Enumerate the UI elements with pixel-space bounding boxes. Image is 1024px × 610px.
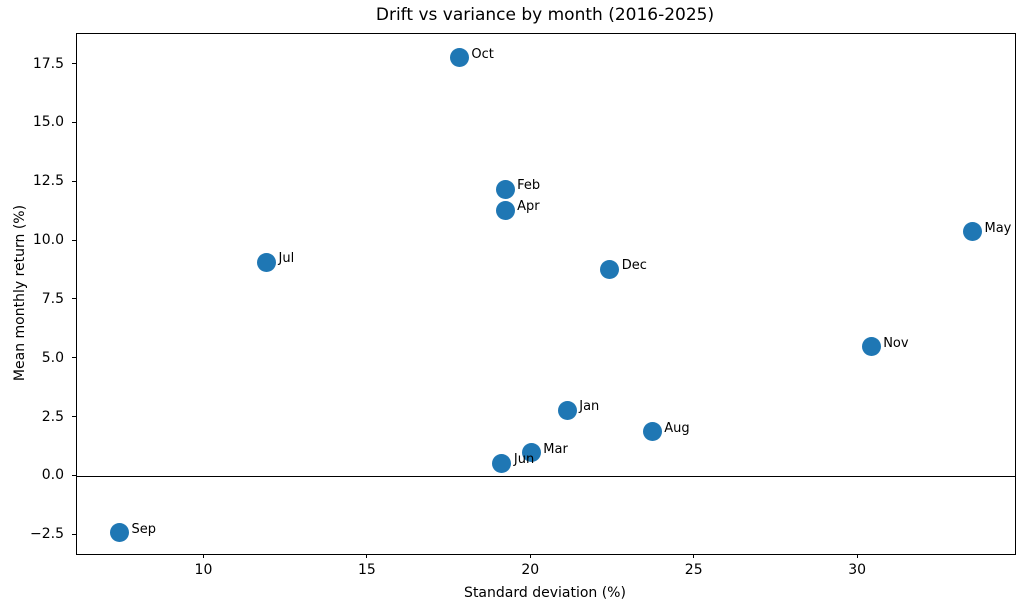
x-tick-mark bbox=[202, 554, 204, 558]
data-point-label-oct: Oct bbox=[471, 46, 494, 62]
y-tick-label: 0.0 bbox=[41, 467, 64, 484]
data-point-label-jul: Jul bbox=[278, 251, 295, 267]
data-point-feb bbox=[495, 179, 515, 199]
data-point-apr bbox=[495, 200, 515, 220]
data-point-jan bbox=[557, 400, 577, 420]
y-tick-mark bbox=[72, 180, 76, 182]
y-tick-mark bbox=[72, 533, 76, 535]
y-tick-mark bbox=[72, 357, 76, 359]
data-point-label-aug: Aug bbox=[664, 420, 690, 436]
data-point-nov bbox=[861, 337, 881, 357]
y-tick-mark bbox=[72, 416, 76, 418]
y-tick-mark bbox=[72, 474, 76, 476]
data-point-label-mar: Mar bbox=[543, 441, 568, 457]
y-tick-label: 7.5 bbox=[41, 290, 64, 307]
x-tick-mark bbox=[366, 554, 368, 558]
y-tick-mark bbox=[72, 121, 76, 123]
data-point-label-feb: Feb bbox=[517, 178, 541, 194]
x-tick-mark bbox=[856, 554, 858, 558]
y-tick-label: 2.5 bbox=[41, 408, 64, 425]
data-point-label-sep: Sep bbox=[131, 521, 156, 537]
y-tick-label: 5.0 bbox=[41, 349, 64, 366]
x-tick-label: 10 bbox=[194, 562, 213, 578]
data-point-mar bbox=[521, 443, 541, 463]
data-point-label-apr: Apr bbox=[517, 199, 540, 215]
y-tick-label: 17.5 bbox=[32, 55, 64, 72]
y-tick-label: 10.0 bbox=[32, 232, 64, 249]
x-tick-mark bbox=[529, 554, 531, 558]
data-point-label-jan: Jan bbox=[579, 399, 600, 415]
data-point-sep bbox=[109, 523, 129, 543]
x-tick-mark bbox=[693, 554, 695, 558]
data-point-oct bbox=[449, 48, 469, 68]
data-point-aug bbox=[642, 422, 662, 442]
y-tick-label: −2.5 bbox=[30, 526, 64, 543]
data-point-dec bbox=[600, 259, 620, 279]
data-point-label-may: May bbox=[984, 220, 1012, 236]
y-tick-mark bbox=[72, 239, 76, 241]
data-point-label-dec: Dec bbox=[621, 258, 647, 274]
data-point-jun bbox=[492, 453, 512, 473]
y-tick-mark bbox=[72, 298, 76, 300]
data-point-label-nov: Nov bbox=[883, 335, 909, 351]
y-tick-mark bbox=[72, 63, 76, 65]
x-tick-label: 15 bbox=[357, 562, 376, 578]
data-point-may bbox=[963, 222, 982, 242]
plot-area: Jan Feb Mar Apr May Jun Jul Aug Sep Oct Nov Dec bbox=[76, 33, 1016, 555]
x-axis-label: Standard deviation (%) bbox=[464, 585, 626, 601]
x-tick-label: 30 bbox=[848, 562, 867, 578]
y-tick-label: 15.0 bbox=[32, 114, 64, 131]
x-tick-label: 20 bbox=[521, 562, 540, 578]
y-tick-label: 12.5 bbox=[32, 173, 64, 190]
x-tick-label: 25 bbox=[684, 562, 703, 578]
zero-line bbox=[77, 475, 1015, 477]
data-point-jul bbox=[257, 252, 277, 272]
chart-title: Drift vs variance by month (2016-2025) bbox=[375, 5, 715, 25]
data-point-label-jun: Jun bbox=[513, 452, 535, 468]
